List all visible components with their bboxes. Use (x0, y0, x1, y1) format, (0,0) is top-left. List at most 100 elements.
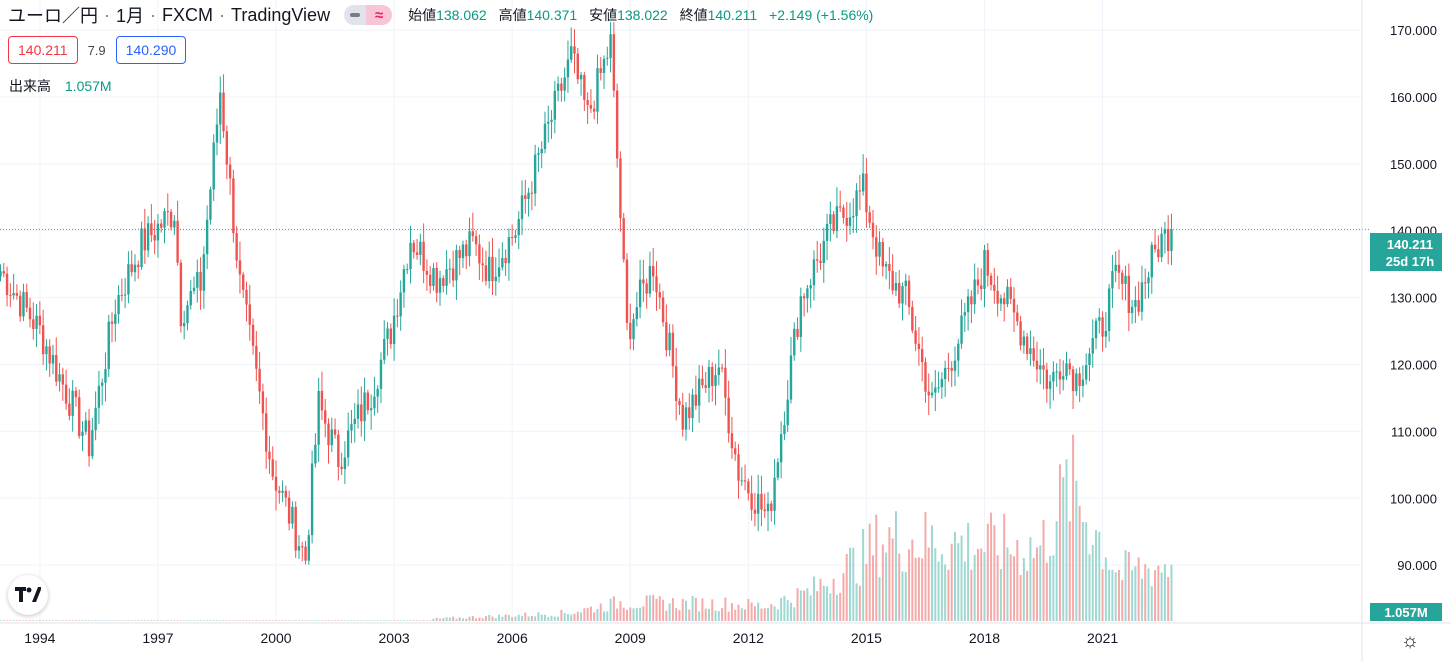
volume-bar (757, 602, 760, 621)
candle-body (146, 223, 150, 251)
candle-body (786, 399, 789, 426)
candle-body (547, 121, 550, 124)
candle-body (202, 254, 206, 291)
volume-bar (530, 615, 533, 621)
volume-bar (658, 596, 661, 621)
candle-body (25, 292, 28, 308)
candle-body (343, 457, 347, 469)
candle-body (320, 390, 324, 411)
candle-body (1137, 300, 1140, 312)
candle-body (406, 269, 409, 271)
volume-bar (671, 598, 674, 621)
buy-button[interactable]: 140.290 (115, 36, 187, 64)
candle-body (468, 231, 471, 257)
candle-body (1052, 371, 1055, 382)
candle-body (81, 431, 84, 436)
candle-body (160, 223, 163, 228)
candle-body (1160, 233, 1163, 258)
candle-body (199, 271, 202, 291)
candle-body (1012, 298, 1016, 313)
candle-body (297, 546, 301, 551)
volume-bar (1147, 568, 1150, 621)
volume-bar (6, 620, 9, 621)
volume-bar (425, 620, 428, 621)
volume-bar (38, 620, 41, 621)
candle-body (881, 242, 885, 267)
open-value: 138.062 (436, 7, 487, 23)
candle-body (389, 328, 393, 345)
volume-bar (409, 620, 412, 621)
volume-bar (504, 614, 507, 621)
candle-body (1016, 312, 1019, 322)
volume-bar (1013, 556, 1016, 621)
market-status-toggle[interactable]: ≈ (344, 5, 393, 25)
candle-body (1153, 244, 1157, 250)
tradingview-logo-icon[interactable] (8, 575, 48, 615)
sell-button[interactable]: 140.211 (8, 36, 78, 64)
candle-body (58, 374, 61, 382)
volume-bar (589, 606, 592, 621)
candle-body (497, 267, 501, 277)
volume-bar (255, 620, 258, 621)
volume-bar (931, 525, 934, 621)
candle-body (714, 375, 717, 387)
candle-body (766, 503, 770, 512)
volume-bar (826, 586, 829, 621)
low-label: 安値 (589, 7, 618, 23)
candle-body (763, 509, 766, 512)
volume-bar (245, 620, 248, 621)
gear-icon[interactable]: ☼ (1400, 630, 1420, 652)
volume-bar (1127, 551, 1130, 621)
collapse-icon[interactable] (344, 5, 367, 25)
candle-body (261, 391, 265, 414)
interval-label[interactable]: 1月 (116, 6, 145, 26)
volume-bar (740, 608, 743, 621)
candle-body (196, 271, 199, 288)
candle-body (215, 124, 219, 143)
candle-body (609, 34, 612, 58)
candle-body (333, 429, 337, 435)
candle-body (510, 237, 514, 239)
volume-bar (215, 620, 218, 621)
candle-body (740, 480, 743, 482)
volume-bar (278, 620, 281, 621)
candle-body (133, 264, 137, 273)
candle-body (911, 306, 914, 331)
volume-bar (917, 557, 920, 621)
x-tick-label: 2021 (1087, 630, 1118, 646)
candle-body (904, 280, 907, 287)
candle-body (271, 459, 274, 477)
candle-body (1019, 321, 1022, 346)
volume-bar (386, 620, 389, 621)
volume-bar (1016, 539, 1019, 621)
candle-body (970, 296, 973, 305)
volume-bar (442, 618, 445, 621)
candle-body (435, 267, 438, 293)
candle-body (855, 190, 858, 217)
volume-bar (1134, 566, 1137, 621)
candle-body (22, 292, 25, 317)
candle-body (474, 236, 478, 245)
candle-body (734, 448, 737, 455)
candle-body (993, 284, 996, 291)
candle-body (770, 503, 773, 511)
candle-body (852, 216, 855, 218)
volume-bar (668, 603, 671, 621)
symbol-name[interactable]: ユーロ／円 (8, 6, 98, 26)
volume-bar (232, 620, 235, 621)
candle-body (989, 275, 993, 285)
volume-bar (950, 543, 953, 621)
candle-body (412, 242, 415, 253)
wave-icon[interactable]: ≈ (366, 5, 393, 25)
volume-label[interactable]: 出来高 (9, 78, 51, 94)
candle-body (248, 304, 251, 325)
candle-body (940, 379, 944, 388)
candle-body (478, 244, 481, 264)
candle-body (901, 286, 904, 304)
candle-body (1068, 363, 1071, 370)
candle-body (1009, 286, 1012, 299)
volume-bar (307, 620, 310, 621)
candle-body (127, 264, 130, 295)
